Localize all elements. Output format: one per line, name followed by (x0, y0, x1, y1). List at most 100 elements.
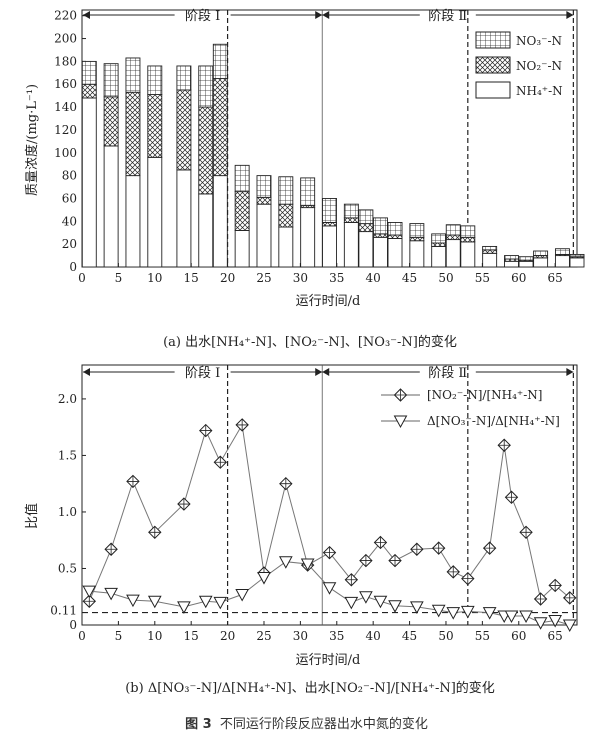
bar-nh4 (300, 207, 316, 268)
b-xtick-label: 25 (256, 629, 271, 643)
bar-no3 (212, 43, 228, 79)
bar-nh4 (343, 222, 359, 268)
bar-nh4 (198, 193, 214, 268)
a-xtick-label: 35 (329, 271, 344, 285)
bar-no2 (343, 217, 359, 223)
point-ratio2 (373, 595, 388, 609)
a-xtick-label: 45 (402, 271, 417, 285)
bar-no2 (409, 236, 425, 242)
a-xtick-label: 50 (438, 271, 453, 285)
point-ratio2 (410, 601, 424, 614)
a-xtick-label: 5 (115, 271, 123, 285)
b-xtick-label: 65 (548, 629, 563, 643)
phase-arrowhead (322, 368, 330, 376)
bar-nh4 (533, 257, 549, 268)
a-ytick-label: 20 (62, 237, 77, 251)
point-ratio2 (482, 607, 497, 620)
phase-label: 阶段 Ⅰ (185, 366, 220, 381)
point-ratio2 (446, 607, 461, 620)
b-xtick-label: 40 (366, 629, 381, 643)
bar-no3 (533, 250, 549, 257)
bar-no3 (278, 176, 294, 205)
phase-arrowhead (83, 11, 90, 19)
b-xtick-label: 15 (184, 629, 199, 643)
b-xtick-label: 60 (511, 629, 526, 643)
bar-nh4 (278, 226, 294, 268)
point-ratio2 (562, 619, 577, 633)
a-xtick-label: 65 (548, 271, 563, 285)
point-ratio2 (147, 595, 162, 609)
legend-no2-label: NO₂⁻-N (516, 59, 562, 73)
figure-number: 图 3 (185, 717, 212, 732)
point-ratio2 (431, 604, 446, 618)
bar-no3 (322, 198, 337, 223)
a-ytick-label: 120 (54, 123, 77, 137)
point-ratio2 (533, 617, 548, 630)
bar-no2 (278, 203, 294, 228)
b-xtick-label: 20 (220, 629, 235, 643)
a-ytick-label: 0 (69, 260, 77, 274)
b-ytick-label: 0 (69, 618, 77, 632)
bar-no3 (81, 60, 97, 85)
a-ytick-label: 160 (54, 77, 77, 91)
a-ytick-label: 140 (54, 100, 77, 114)
bar-no3 (103, 63, 119, 98)
point-ratio1 (82, 594, 96, 608)
point-ratio2 (235, 588, 249, 602)
point-ratio1 (388, 553, 402, 568)
bar-no2 (212, 78, 228, 177)
point-ratio1 (199, 423, 213, 438)
bar-nh4 (445, 239, 461, 268)
panel-b-xlabel: 运行时间/d (296, 653, 361, 668)
bar-nh4 (504, 260, 519, 268)
bar-no2 (103, 96, 119, 147)
bar-no2 (147, 94, 163, 158)
point-ratio1 (177, 497, 191, 511)
point-ratio1 (519, 525, 533, 540)
phase-label: 阶段 Ⅰ (185, 9, 220, 24)
point-ratio1 (563, 591, 577, 605)
bar-nh4 (212, 175, 228, 268)
point-ratio2 (257, 572, 271, 585)
phase-arrowhead (315, 11, 323, 19)
panel-a-caption: (a) 出水[NH₄⁺-N]、[NO₂⁻-N]、[NO₃⁻-N]的变化 (163, 334, 457, 350)
legend-ratio1-label: [NO₂⁻-N]/[NH₄⁺-N] (427, 388, 542, 402)
bar-nh4 (81, 97, 97, 268)
bar-no3 (387, 222, 403, 236)
point-ratio1 (213, 455, 228, 469)
bar-nh4 (147, 156, 163, 268)
a-ytick-label: 40 (62, 214, 77, 228)
b-ytick-label: 1.0 (58, 505, 77, 519)
point-ratio1 (126, 474, 140, 489)
bar-no2 (322, 222, 337, 227)
point-ratio2 (278, 556, 293, 569)
bar-nh4 (103, 145, 119, 268)
panel-b-chart: 0 0.5 1.0 1.5 2.0 0 5 10 15 20 25 30 35 40 45 50 55 60 65… (24, 364, 578, 696)
point-ratio2 (104, 587, 118, 601)
phase-arrowhead (83, 368, 90, 376)
a-ytick-label: 180 (54, 54, 77, 68)
panel-a-chart: 0 20 40 60 80 100 120 140 160 180 200 220 0 5 10 15 20 2… (24, 9, 585, 350)
point-ratio2 (359, 591, 373, 604)
bar-no3 (431, 233, 447, 244)
bar-no3 (504, 255, 519, 260)
point-ratio2 (213, 596, 228, 610)
point-ratio1 (461, 571, 475, 586)
b-xtick-label: 50 (438, 629, 453, 643)
panel-a-legend: NO₃⁻-N NO₂⁻-N NH₄⁺-N (475, 31, 563, 99)
phase-arrowhead (315, 368, 323, 376)
bar-no3 (147, 65, 163, 95)
phase-arrowhead (566, 11, 574, 19)
bar-nh4 (234, 229, 250, 268)
bar-no3 (554, 248, 570, 255)
a-ytick-label: 100 (54, 146, 77, 160)
bar-no3 (125, 57, 141, 93)
panel-a-xlabel: 运行时间/d (296, 294, 361, 309)
panel-b-frame (81, 364, 578, 626)
figure-title-text: 不同运行阶段反应器出水中氮的变化 (219, 717, 428, 732)
phase-label: 阶段 Ⅱ (428, 9, 467, 24)
legend-ratio2-marker (393, 415, 408, 429)
point-ratio2 (322, 582, 337, 595)
bar-nh4 (387, 237, 403, 268)
bar-no3 (445, 224, 461, 236)
